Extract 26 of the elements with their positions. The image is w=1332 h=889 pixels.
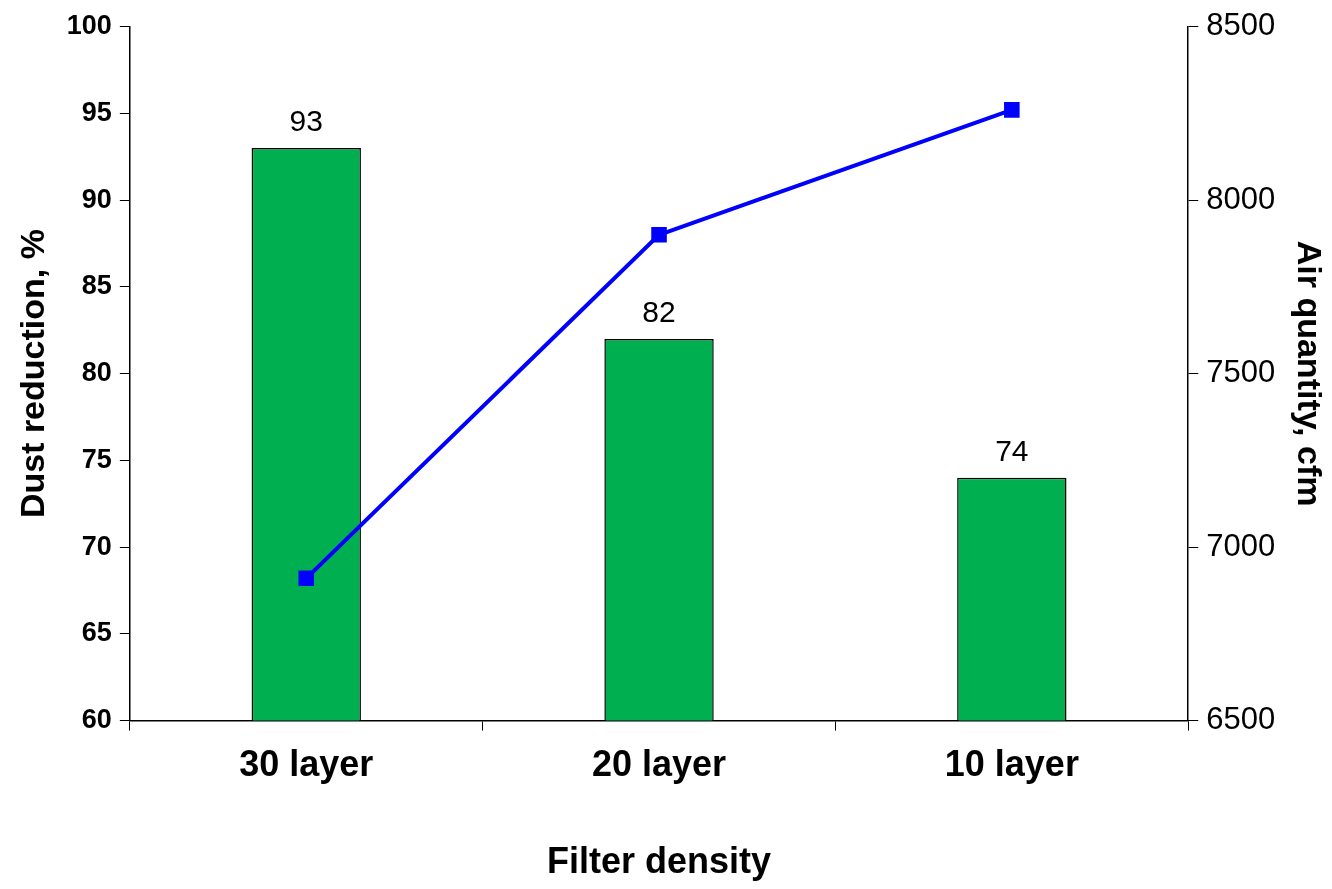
y-tick-label: 80: [81, 357, 112, 388]
y-tick-label: 70: [81, 530, 112, 561]
y-tick-label: 85: [81, 270, 112, 301]
data-label: 82: [642, 295, 676, 329]
y2-tick-label: 8500: [1206, 7, 1276, 43]
point: [1004, 102, 1020, 118]
x-tick-label: 20 layer: [591, 743, 727, 785]
point: [298, 570, 315, 587]
y-tick-label: 100: [66, 10, 112, 41]
y2-tick-label: 7500: [1206, 354, 1276, 390]
x-axis-title: Filter density: [547, 840, 772, 882]
y-tick-label: 75: [81, 443, 112, 474]
y2-tick-label: 8000: [1206, 180, 1276, 216]
data-label: 74: [995, 433, 1029, 467]
x-tick-label: 30 layer: [239, 743, 374, 785]
x-tick-label: 10 layer: [944, 743, 1079, 785]
y-tick-label: 60: [81, 704, 112, 735]
y-tick-label: 90: [81, 183, 112, 214]
data-label: 93: [289, 104, 323, 138]
y2-tick-label: 6500: [1206, 701, 1276, 737]
point: [651, 227, 667, 243]
y2-axis-title: Air quantity, cfm: [1291, 240, 1330, 507]
y-axis-title: Dust reduction, %: [12, 229, 51, 519]
y-tick-label: 95: [81, 96, 112, 127]
y-tick-label: 65: [81, 617, 112, 648]
y2-tick-label: 7000: [1206, 527, 1276, 563]
